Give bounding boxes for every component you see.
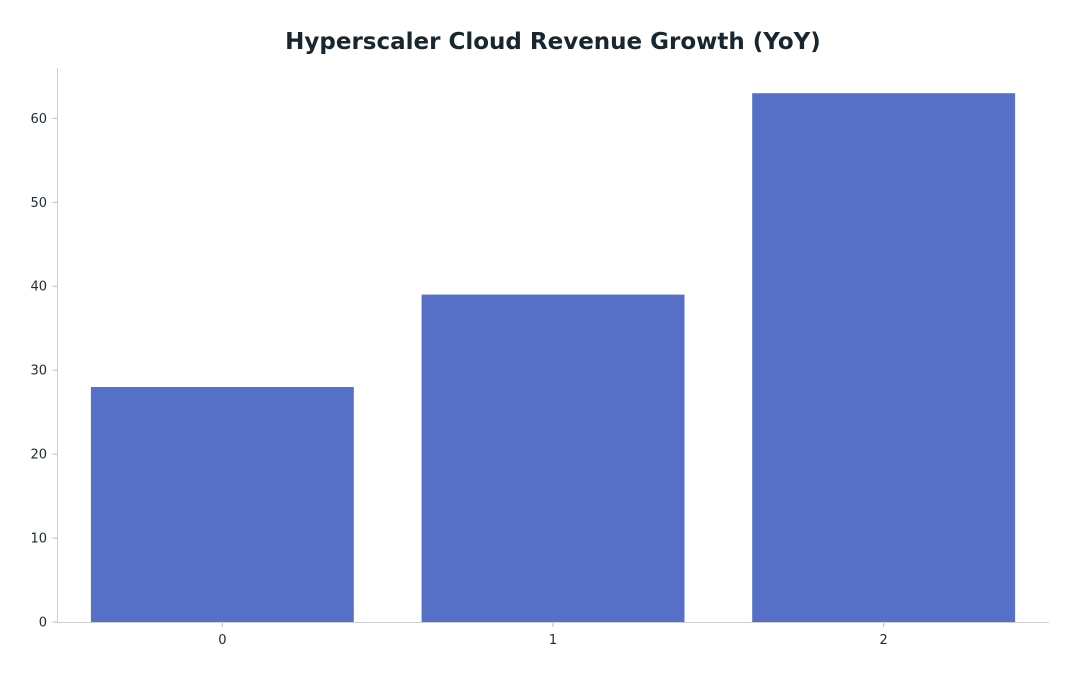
bar-2 xyxy=(752,93,1016,622)
x-tick-label: 0 xyxy=(218,633,226,648)
y-tick-label: 60 xyxy=(30,112,47,127)
y-tick-label: 20 xyxy=(30,448,47,463)
y-tick-label: 40 xyxy=(30,280,47,295)
bars-group xyxy=(90,93,1016,622)
x-tick-label: 2 xyxy=(880,633,888,648)
y-ticks-group: 0 10 20 30 40 50 60 xyxy=(30,112,57,631)
x-ticks-group: 0 1 2 xyxy=(218,622,888,648)
y-tick-label: 0 xyxy=(39,616,47,631)
bar-1 xyxy=(421,294,685,622)
y-tick-label: 30 xyxy=(30,364,47,379)
chart-title: Hyperscaler Cloud Revenue Growth (YoY) xyxy=(285,29,821,55)
x-tick-label: 1 xyxy=(549,633,557,648)
bar-0 xyxy=(90,387,354,622)
y-tick-label: 10 xyxy=(30,532,47,547)
y-tick-label: 50 xyxy=(30,196,47,211)
